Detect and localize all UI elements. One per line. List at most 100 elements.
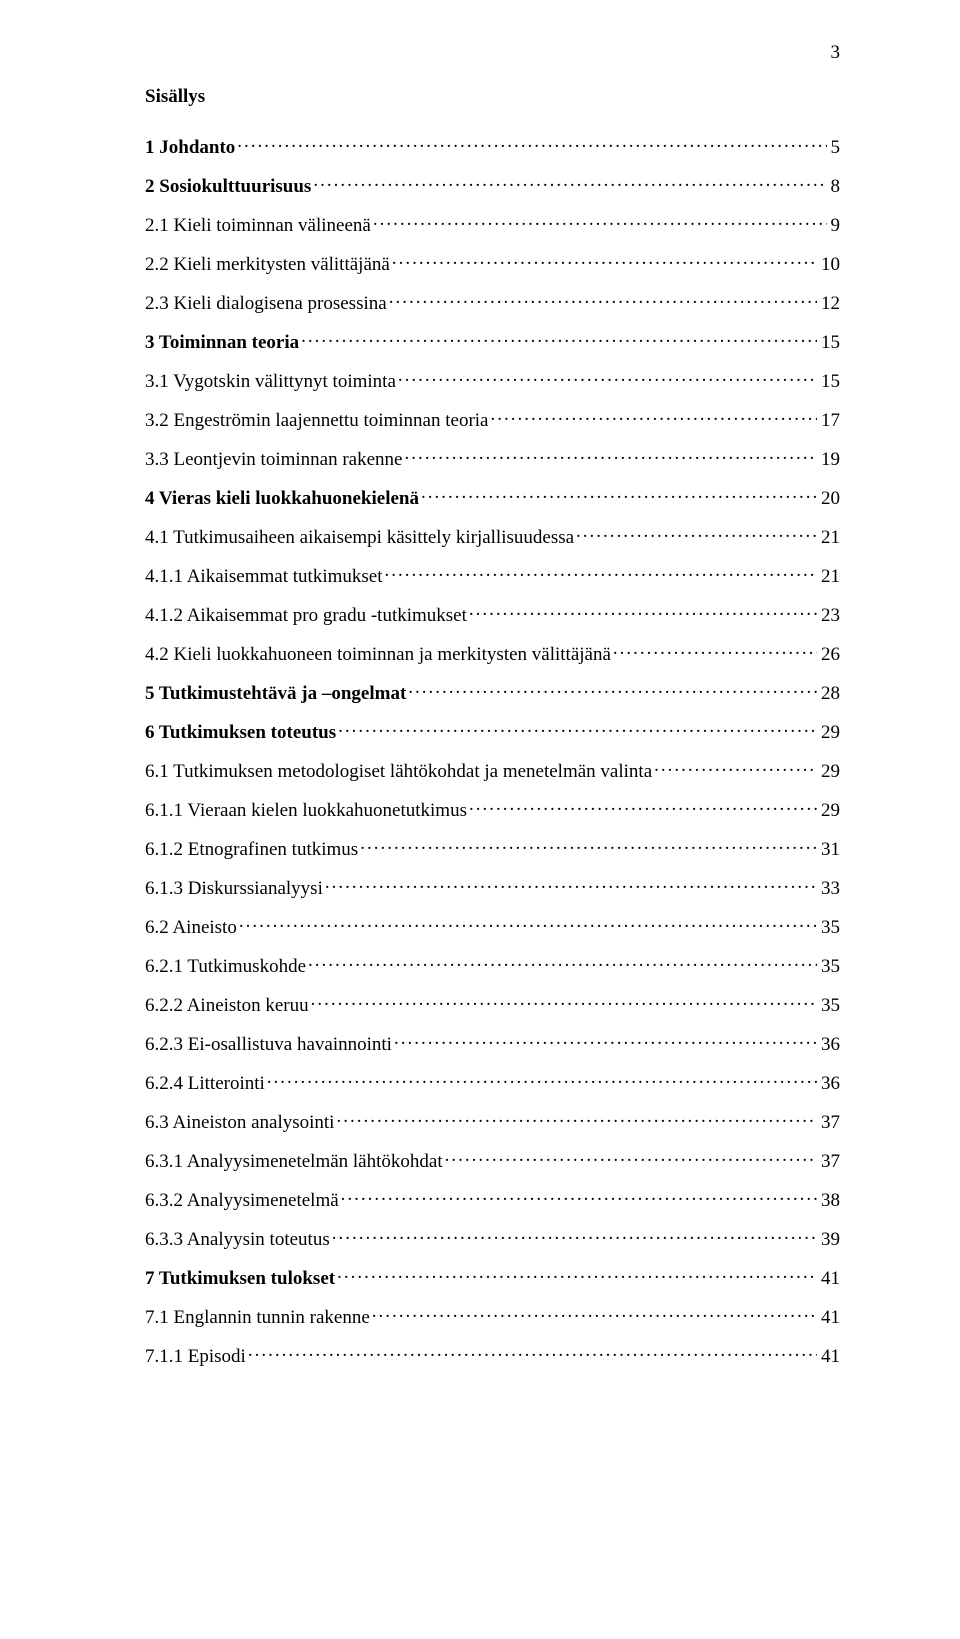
toc-entry-label: 3 Toiminnan teoria <box>145 332 301 354</box>
toc-entry: 3 Toiminnan teoria15 <box>145 329 840 354</box>
toc-entry: 6.3.1 Analyysimenetelmän lähtökohdat37 <box>145 1148 840 1173</box>
toc-entry-page: 15 <box>817 371 840 393</box>
toc-entry: 1 Johdanto 5 <box>145 134 840 159</box>
toc-leader-dots <box>469 797 817 816</box>
toc-entry-label: 6.2 Aineisto <box>145 917 239 939</box>
toc-entry-page: 31 <box>817 839 840 861</box>
toc-leader-dots <box>332 1226 817 1245</box>
toc-leader-dots <box>408 680 817 699</box>
toc-entry-label: 6.2.1 Tutkimuskohde <box>145 956 308 978</box>
toc-leader-dots <box>248 1343 817 1362</box>
toc-entry-label: 6.2.2 Aineiston keruu <box>145 995 311 1017</box>
toc-entry-page: 35 <box>817 956 840 978</box>
toc-entry-label: 3.1 Vygotskin välittynyt toiminta <box>145 371 398 393</box>
toc-entry: 4 Vieras kieli luokkahuonekielenä20 <box>145 485 840 510</box>
toc-entry-label: 4 Vieras kieli luokkahuonekielenä <box>145 488 421 510</box>
toc-entry-page: 10 <box>817 254 840 276</box>
toc-entry: 4.1 Tutkimusaiheen aikaisempi käsittely … <box>145 524 840 549</box>
toc-entry-page: 33 <box>817 878 840 900</box>
toc-entry-label: 6.2.4 Litterointi <box>145 1073 267 1095</box>
toc-leader-dots <box>491 407 818 426</box>
toc-entry-page: 36 <box>817 1073 840 1095</box>
toc-entry-page: 19 <box>817 449 840 471</box>
toc-leader-dots <box>325 875 817 894</box>
toc-leader-dots <box>392 251 817 270</box>
toc-entry: 6.1 Tutkimuksen metodologiset lähtökohda… <box>145 758 840 783</box>
toc-entry: 6.1.3 Diskurssianalyysi 33 <box>145 875 840 900</box>
toc-list: 1 Johdanto 5 2 Sosiokulttuurisuus8 2.1 Kiel… <box>145 134 840 1368</box>
toc-leader-dots <box>239 914 817 933</box>
toc-entry: 6.2.2 Aineiston keruu35 <box>145 992 840 1017</box>
toc-leader-dots <box>372 1304 817 1323</box>
toc-entry-page: 36 <box>817 1034 840 1056</box>
toc-leader-dots <box>301 329 817 348</box>
toc-entry: 4.2 Kieli luokkahuoneen toiminnan ja mer… <box>145 641 840 666</box>
toc-entry: 6.3.3 Analyysin toteutus39 <box>145 1226 840 1251</box>
toc-entry: 7.1.1 Episodi41 <box>145 1343 840 1368</box>
toc-entry-label: 6.3.3 Analyysin toteutus <box>145 1229 332 1251</box>
toc-entry: 7 Tutkimuksen tulokset 41 <box>145 1265 840 1290</box>
toc-entry-page: 41 <box>817 1268 840 1290</box>
toc-leader-dots <box>373 212 827 231</box>
toc-entry-label: 7.1 Englannin tunnin rakenne <box>145 1307 372 1329</box>
toc-entry-label: 6.3.2 Analyysimenetelmä <box>145 1190 341 1212</box>
toc-entry-label: 1 Johdanto <box>145 137 237 159</box>
toc-entry-page: 5 <box>827 137 841 159</box>
toc-entry-page: 38 <box>817 1190 840 1212</box>
toc-entry: 6.1.1 Vieraan kielen luokkahuonetutkimus… <box>145 797 840 822</box>
toc-leader-dots <box>267 1070 817 1089</box>
toc-leader-dots <box>389 290 817 309</box>
toc-leader-dots <box>237 134 826 153</box>
toc-entry-label: 6.2.3 Ei-osallistuva havainnointi <box>145 1034 394 1056</box>
toc-entry-label: 7 Tutkimuksen tulokset <box>145 1268 337 1290</box>
toc-entry-page: 29 <box>817 800 840 822</box>
toc-entry-page: 21 <box>817 566 840 588</box>
toc-entry-page: 12 <box>817 293 840 315</box>
toc-leader-dots <box>337 1265 817 1284</box>
toc-entry: 5 Tutkimustehtävä ja –ongelmat28 <box>145 680 840 705</box>
toc-leader-dots <box>421 485 817 504</box>
toc-entry-page: 9 <box>827 215 841 237</box>
toc-entry: 6 Tutkimuksen toteutus29 <box>145 719 840 744</box>
toc-leader-dots <box>469 602 817 621</box>
toc-entry-label: 6.1.3 Diskurssianalyysi <box>145 878 325 900</box>
toc-entry-label: 4.2 Kieli luokkahuoneen toiminnan ja mer… <box>145 644 613 666</box>
toc-entry: 3.1 Vygotskin välittynyt toiminta 15 <box>145 368 840 393</box>
toc-leader-dots <box>341 1187 817 1206</box>
toc-entry: 6.2.1 Tutkimuskohde 35 <box>145 953 840 978</box>
toc-entry: 6.3.2 Analyysimenetelmä 38 <box>145 1187 840 1212</box>
toc-entry-label: 6.3 Aineiston analysointi <box>145 1112 336 1134</box>
toc-entry-page: 29 <box>817 761 840 783</box>
toc-leader-dots <box>398 368 817 387</box>
toc-entry-label: 5 Tutkimustehtävä ja –ongelmat <box>145 683 408 705</box>
toc-entry-page: 21 <box>817 527 840 549</box>
toc-entry-label: 3.3 Leontjevin toiminnan rakenne <box>145 449 404 471</box>
toc-leader-dots <box>360 836 817 855</box>
toc-entry-label: 4.1 Tutkimusaiheen aikaisempi käsittely … <box>145 527 576 549</box>
toc-entry-page: 23 <box>817 605 840 627</box>
toc-entry-label: 7.1.1 Episodi <box>145 1346 248 1368</box>
toc-entry: 3.3 Leontjevin toiminnan rakenne 19 <box>145 446 840 471</box>
toc-entry: 3.2 Engeströmin laajennettu toiminnan te… <box>145 407 840 432</box>
toc-entry-label: 2.3 Kieli dialogisena prosessina <box>145 293 389 315</box>
toc-entry: 6.3 Aineiston analysointi 37 <box>145 1109 840 1134</box>
toc-entry: 6.1.2 Etnografinen tutkimus31 <box>145 836 840 861</box>
toc-leader-dots <box>613 641 817 660</box>
toc-entry: 2 Sosiokulttuurisuus8 <box>145 173 840 198</box>
toc-entry-label: 4.1.2 Aikaisemmat pro gradu -tutkimukset <box>145 605 469 627</box>
toc-entry-page: 17 <box>817 410 840 432</box>
toc-entry-page: 41 <box>817 1307 840 1329</box>
toc-entry: 4.1.2 Aikaisemmat pro gradu -tutkimukset… <box>145 602 840 627</box>
toc-leader-dots <box>313 173 826 192</box>
toc-leader-dots <box>404 446 817 465</box>
toc-entry-page: 35 <box>817 917 840 939</box>
toc-leader-dots <box>654 758 817 777</box>
toc-entry: 2.1 Kieli toiminnan välineenä9 <box>145 212 840 237</box>
toc-entry: 6.2.4 Litterointi 36 <box>145 1070 840 1095</box>
toc-entry-label: 2.2 Kieli merkitysten välittäjänä <box>145 254 392 276</box>
toc-entry: 7.1 Englannin tunnin rakenne 41 <box>145 1304 840 1329</box>
toc-entry-label: 4.1.1 Aikaisemmat tutkimukset <box>145 566 384 588</box>
toc-entry-page: 37 <box>817 1112 840 1134</box>
toc-entry-label: 3.2 Engeströmin laajennettu toiminnan te… <box>145 410 491 432</box>
toc-entry: 6.2.3 Ei-osallistuva havainnointi 36 <box>145 1031 840 1056</box>
